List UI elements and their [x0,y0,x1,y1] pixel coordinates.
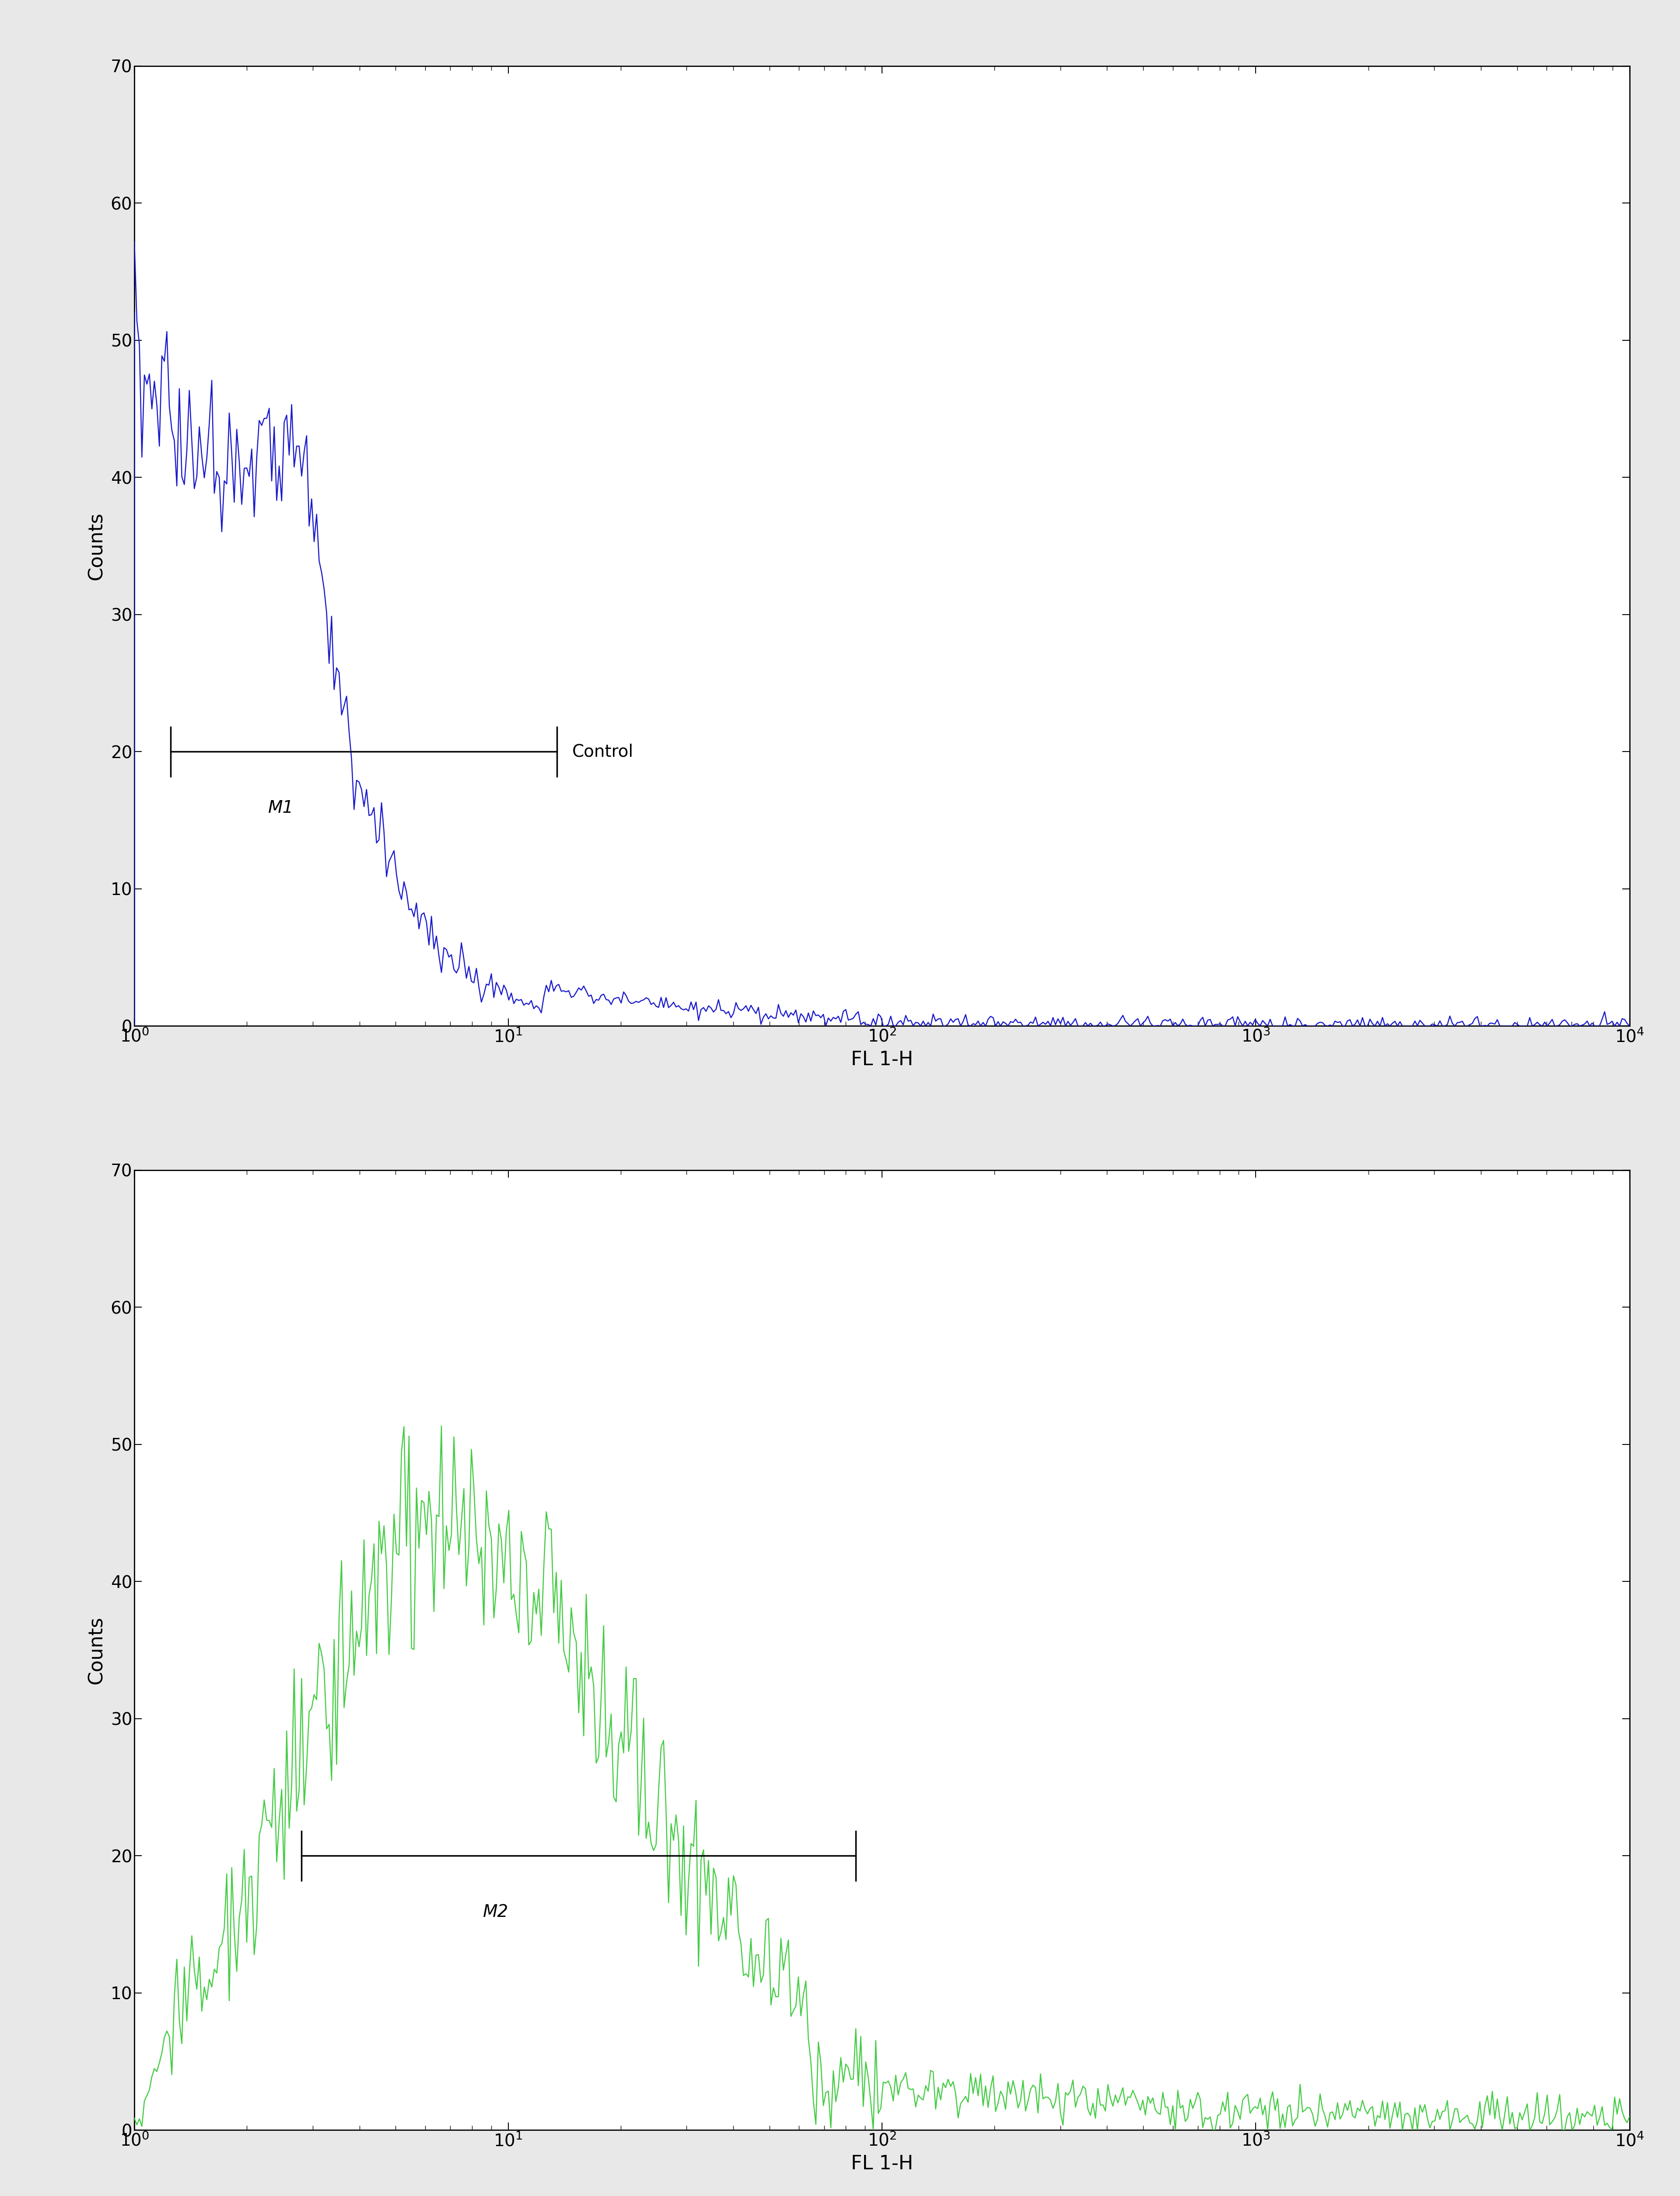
Y-axis label: Counts: Counts [87,1616,106,1684]
Text: M1: M1 [269,799,294,817]
X-axis label: FL 1-H: FL 1-H [850,1050,914,1069]
Y-axis label: Counts: Counts [87,512,106,580]
Text: M2: M2 [482,1904,509,1922]
Text: Control: Control [573,744,633,760]
X-axis label: FL 1-H: FL 1-H [850,2154,914,2174]
